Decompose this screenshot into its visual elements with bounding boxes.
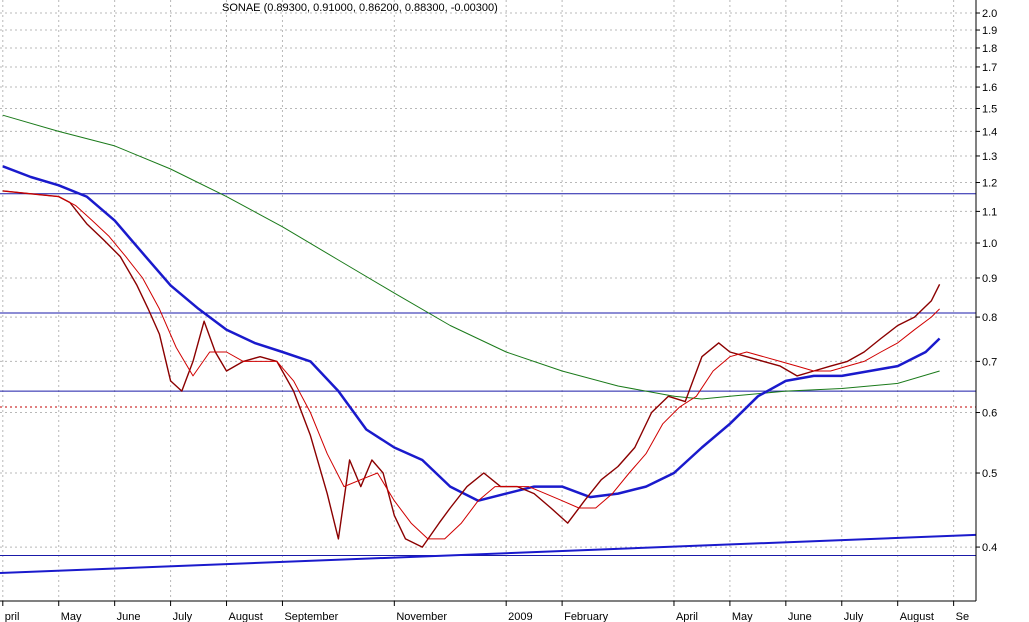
x-tick-label: April: [676, 611, 698, 622]
x-tick-label: February: [564, 611, 609, 622]
trendline: [0, 533, 977, 574]
chart-title: SONAE (0.89300, 0.91000, 0.86200, 0.8830…: [222, 2, 498, 14]
y-tick-label: 0.6: [982, 408, 997, 420]
support-resistance-lines: [0, 193, 976, 556]
y-axis-ticks: 0.4 0.5 0.6 0.7 0.8 0.9 1.0 1.1 1.2 1.3 1.4 1.5 1.6 1…: [976, 8, 997, 554]
y-tick-label: 0.4: [982, 542, 997, 554]
x-tick-label: May: [732, 611, 753, 622]
y-tick-label: 1.1: [982, 206, 997, 218]
x-tick-label: July: [844, 611, 864, 622]
x-tick-label: 2009: [508, 611, 532, 622]
x-tick-label: August: [229, 611, 263, 622]
y-tick-label: 2.0: [982, 8, 997, 20]
y-tick-label: 0.7: [982, 356, 997, 368]
plot-background: [0, 0, 976, 601]
x-tick-label: November: [396, 611, 447, 622]
y-tick-label: 0.9: [982, 273, 997, 285]
trendline-group: [0, 533, 977, 574]
x-tick-label: July: [173, 611, 193, 622]
x-tick-label: September: [284, 611, 338, 622]
x-tick-label: May: [61, 611, 82, 622]
y-tick-label: 1.4: [982, 126, 997, 138]
y-tick-label: 1.3: [982, 151, 997, 163]
x-tick-label: Se: [956, 611, 969, 622]
x-tick-label: pril: [5, 611, 20, 622]
series-short-moving-average: [2, 190, 940, 540]
x-axis-ticks: pril May June July August September November 20…: [2, 601, 969, 622]
y-tick-label: 1.8: [982, 43, 997, 55]
y-tick-label: 1.6: [982, 82, 997, 94]
series-price-close: [2, 190, 941, 548]
x-tick-label: August: [900, 611, 934, 622]
series-long-moving-average: [2, 114, 940, 400]
y-tick-label: 0.8: [982, 312, 997, 324]
y-tick-label: 1.7: [982, 62, 997, 74]
y-tick-label: 1.5: [982, 103, 997, 115]
y-tick-label: 1.2: [982, 178, 997, 190]
y-tick-label: 0.5: [982, 468, 997, 480]
vertical-grid: [2, 0, 955, 601]
x-tick-label: June: [788, 611, 812, 622]
y-tick-label: 1.0: [982, 238, 997, 250]
series-group: [2, 114, 941, 548]
y-tick-label: 1.9: [982, 25, 997, 37]
x-tick-label: June: [117, 611, 141, 622]
